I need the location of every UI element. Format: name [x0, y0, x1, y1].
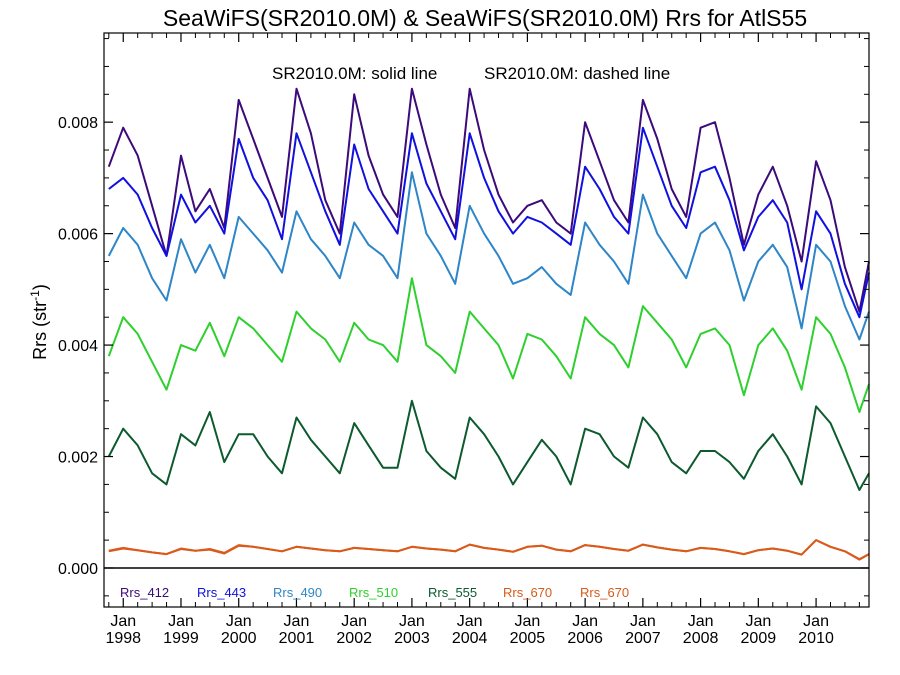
y-axis-label-text: Rrs (str	[30, 301, 50, 360]
series-line-rrs-490-2	[107, 171, 870, 341]
y-tick-label: 0.008	[58, 115, 98, 132]
legend-entry-rrs-412-0: Rrs_412	[120, 585, 169, 600]
x-tick-month-label: Jan	[745, 613, 771, 630]
legend-entry-rrs-510-3: Rrs_510	[349, 585, 398, 600]
legend-entry-rrs-490-2: Rrs_490	[273, 585, 322, 600]
x-tick-month-label: Jan	[572, 613, 598, 630]
annotation-solid-line: SR2010.0M: solid line	[272, 64, 437, 83]
series-line-rrs-443-1	[108, 126, 870, 319]
series-line-rrs-412-0	[107, 87, 870, 313]
x-tick-month-label: Jan	[284, 613, 310, 630]
y-axis-ticks: 0.000 0.002 0.004 0.006 0.008	[58, 38, 869, 597]
y-tick-label: 0.002	[58, 450, 98, 467]
x-tick-year-label: 2005	[510, 630, 546, 647]
x-tick-year-label: 2000	[221, 630, 257, 647]
y-axis-label-superscript: -1	[28, 290, 42, 301]
plot-frame	[103, 32, 870, 608]
x-tick-year-label: 1999	[163, 630, 199, 647]
legend-entry-rrs-555-4: Rrs_555	[428, 585, 477, 600]
y-tick-label: 0.004	[58, 338, 98, 355]
y-tick-label: 0.006	[58, 227, 98, 244]
x-tick-month-label: Jan	[630, 613, 656, 630]
x-tick-year-label: 2010	[798, 630, 834, 647]
x-tick-year-label: 2004	[452, 630, 488, 647]
y-tick-label: 0.000	[58, 561, 98, 578]
annotation-dashed-line: SR2010.0M: dashed line	[484, 64, 670, 83]
legend-entry-rrs-670-5: Rrs_670	[503, 585, 552, 600]
x-tick-month-label: Jan	[168, 613, 194, 630]
x-tick-year-label: 2003	[394, 630, 430, 647]
x-tick-month-label: Jan	[688, 613, 714, 630]
legend: Rrs_412 Rrs_443 Rrs_490 Rrs_510 Rrs_555 Rrs_6…	[120, 585, 629, 600]
x-tick-year-label: 1998	[105, 630, 141, 647]
x-tick-month-label: Jan	[341, 613, 367, 630]
y-axis-label-close: )	[30, 284, 50, 290]
legend-entry-rrs-670-6: Rrs_670	[580, 585, 629, 600]
legend-entry-rrs-443-1: Rrs_443	[197, 585, 246, 600]
x-tick-year-label: 2007	[625, 630, 661, 647]
series-line-rrs-670-6	[108, 539, 870, 561]
x-tick-year-label: 2001	[279, 630, 315, 647]
x-tick-month-label: Jan	[803, 613, 829, 630]
x-tick-year-label: 2009	[741, 630, 777, 647]
x-tick-year-label: 2006	[567, 630, 603, 647]
plot-area	[107, 87, 870, 561]
x-tick-month-label: Jan	[514, 613, 540, 630]
x-tick-month-label: Jan	[226, 613, 252, 630]
chart-title: SeaWiFS(SR2010.0M) & SeaWiFS(SR2010.0M) …	[163, 5, 807, 31]
x-tick-year-label: 2008	[683, 630, 719, 647]
y-axis-label: Rrs (str-1)	[28, 284, 50, 360]
series-line-rrs-510-3	[107, 277, 870, 413]
series-line-rrs-555-4	[107, 399, 870, 491]
x-tick-month-label: Jan	[110, 613, 136, 630]
x-tick-year-label: 2002	[336, 630, 372, 647]
x-axis-ticks: Jan1998Jan1999Jan2000Jan2001Jan2002Jan20…	[105, 33, 860, 647]
x-tick-month-label: Jan	[457, 613, 483, 630]
x-tick-month-label: Jan	[399, 613, 425, 630]
